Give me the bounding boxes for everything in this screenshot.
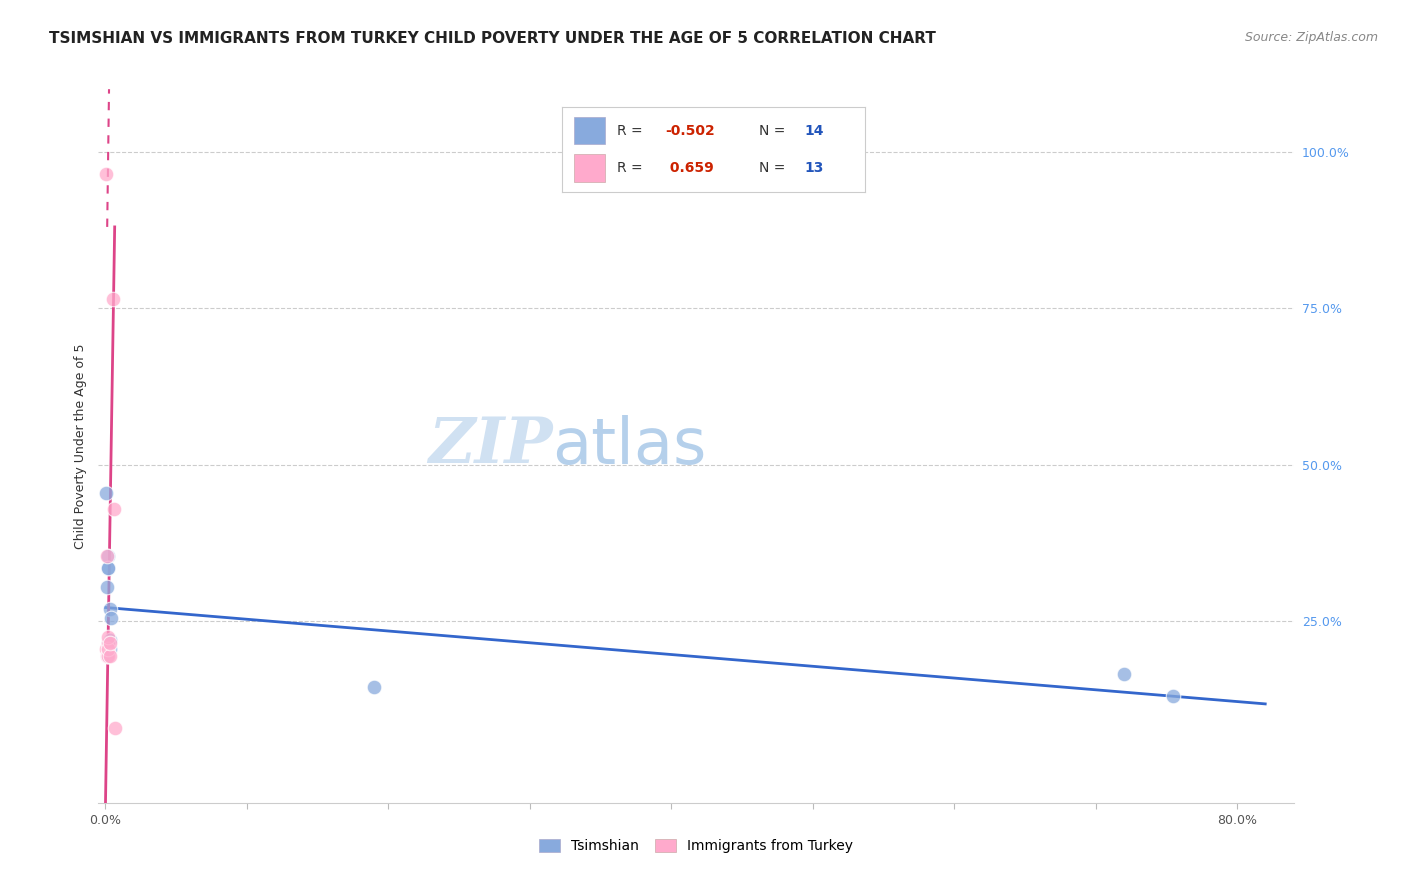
Point	[96, 642, 118, 657]
Point	[101, 292, 124, 306]
Point	[1112, 667, 1135, 681]
Text: Source: ZipAtlas.com: Source: ZipAtlas.com	[1244, 31, 1378, 45]
Point	[97, 636, 120, 650]
FancyBboxPatch shape	[575, 117, 605, 145]
Text: R =: R =	[617, 161, 643, 175]
Point	[98, 648, 121, 663]
Point	[97, 642, 120, 657]
Point	[97, 549, 120, 563]
Point	[97, 630, 120, 644]
Point	[96, 580, 118, 594]
Point	[100, 611, 122, 625]
Point	[97, 648, 120, 663]
Text: 14: 14	[804, 124, 824, 137]
Point	[97, 561, 120, 575]
Point	[98, 601, 121, 615]
Text: 0.659: 0.659	[665, 161, 714, 175]
Point	[363, 680, 385, 694]
Point	[1161, 690, 1184, 704]
Point	[98, 636, 121, 650]
Point	[97, 636, 120, 650]
Legend: Tsimshian, Immigrants from Turkey: Tsimshian, Immigrants from Turkey	[531, 832, 860, 860]
Point	[104, 721, 127, 735]
Text: N =: N =	[759, 124, 786, 137]
Y-axis label: Child Poverty Under the Age of 5: Child Poverty Under the Age of 5	[75, 343, 87, 549]
Text: -0.502: -0.502	[665, 124, 714, 137]
Text: ZIP: ZIP	[427, 416, 553, 476]
Text: R =: R =	[617, 124, 643, 137]
Text: atlas: atlas	[553, 415, 707, 477]
Point	[98, 633, 121, 648]
Text: N =: N =	[759, 161, 786, 175]
Point	[96, 549, 118, 563]
Point	[97, 561, 120, 575]
Point	[96, 167, 118, 181]
Text: TSIMSHIAN VS IMMIGRANTS FROM TURKEY CHILD POVERTY UNDER THE AGE OF 5 CORRELATION: TSIMSHIAN VS IMMIGRANTS FROM TURKEY CHIL…	[49, 31, 936, 46]
Point	[98, 642, 121, 657]
Point	[96, 648, 118, 663]
Point	[96, 486, 118, 500]
Point	[97, 648, 120, 663]
Text: 13: 13	[804, 161, 824, 175]
Point	[103, 501, 125, 516]
FancyBboxPatch shape	[575, 154, 605, 182]
